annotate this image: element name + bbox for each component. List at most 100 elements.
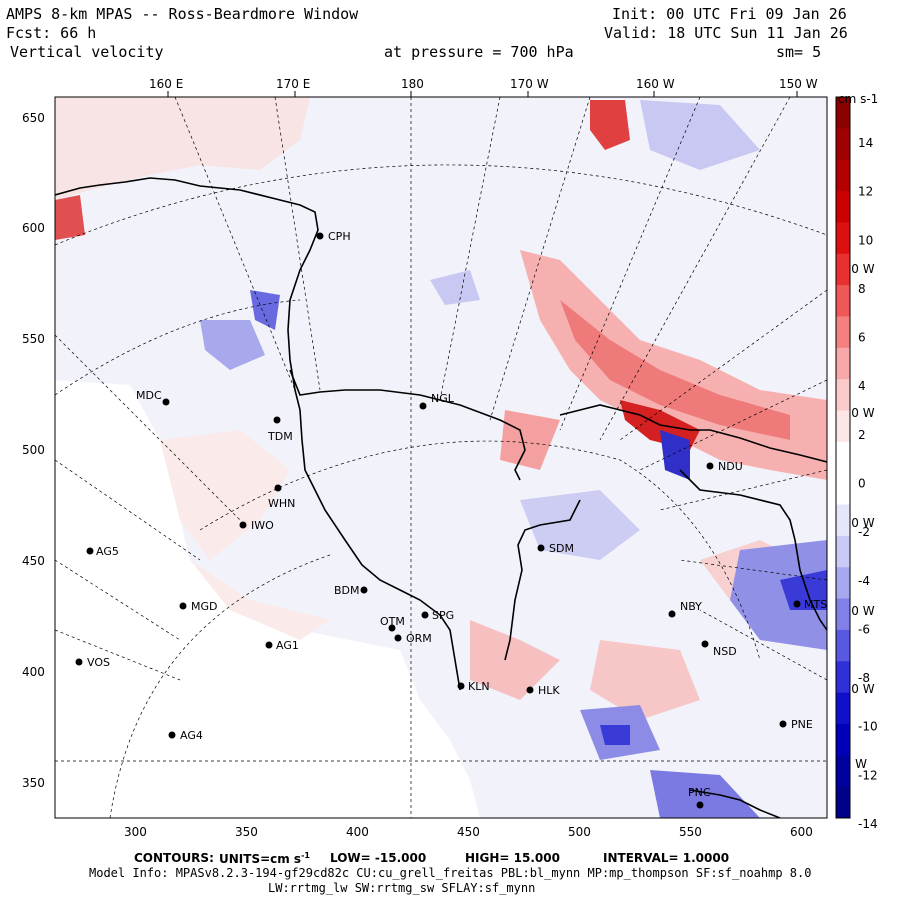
pink-patch	[55, 97, 310, 200]
station-label: HLK	[538, 684, 560, 697]
left-axis-label: 400	[22, 665, 45, 679]
station-label: NGL	[431, 392, 455, 405]
left-axis-label: 500	[22, 443, 45, 457]
smoothing-value: sm= 5	[776, 43, 822, 61]
white-area	[55, 380, 480, 818]
colorbar-units: cm s-1	[838, 92, 878, 106]
colorbar-swatch	[836, 786, 850, 819]
variable-name: Vertical velocity	[10, 43, 164, 61]
colorbar-label: 12	[858, 185, 873, 199]
colorbar-swatch	[836, 441, 850, 474]
station-label: NDU	[718, 460, 743, 473]
colorbar-swatch	[836, 222, 850, 255]
station-label: IWO	[251, 519, 274, 532]
station-dot	[537, 544, 545, 552]
colorbar-label: -6	[858, 622, 870, 636]
colorbar-swatch	[836, 97, 850, 129]
negative-area	[250, 290, 280, 330]
colorbar-label: -2	[858, 525, 870, 539]
station-dot	[274, 484, 282, 492]
colorbar-swatch	[836, 347, 850, 380]
station-label: OTM	[380, 615, 405, 628]
colorbar-label: 2	[858, 428, 866, 442]
station-dot	[696, 801, 704, 809]
positive-core	[560, 300, 790, 440]
negative-max	[780, 570, 827, 610]
top-axis-label: 180	[401, 77, 424, 91]
station-dot	[388, 624, 396, 632]
station-dot	[394, 634, 402, 642]
station-dot	[86, 547, 94, 555]
contours-label: CONTOURS:	[134, 851, 214, 865]
interval-value: INTERVAL= 1.0000	[603, 851, 730, 865]
colorbar-swatch	[836, 723, 850, 756]
station-dot	[701, 640, 709, 648]
station-dot	[421, 611, 429, 619]
left-axis-label: 550	[22, 332, 45, 346]
negative-max	[600, 725, 630, 745]
station-dot	[239, 521, 247, 529]
station-dot	[360, 586, 368, 594]
negative-max	[660, 430, 690, 480]
bottom-axis-label: 350	[235, 825, 258, 839]
init-time: Init: 00 UTC Fri 09 Jan 26	[612, 5, 847, 23]
station-label: PNE	[791, 718, 813, 731]
station-label: VOS	[87, 656, 110, 669]
positive-max	[55, 195, 85, 240]
pressure-level: at pressure = 700 hPa	[384, 43, 574, 61]
colorbar-swatch	[836, 410, 850, 443]
map-frame	[54, 96, 828, 819]
station-dot	[273, 416, 281, 424]
physics-info: LW:rrtmg_lw SW:rrtmg_sw SFLAY:sf_mynn	[268, 881, 536, 895]
bottom-axis-label: 600	[790, 825, 813, 839]
station-dot	[168, 731, 176, 739]
negative-area	[640, 100, 760, 170]
colorbar-swatch	[836, 755, 850, 788]
station-label: TDM	[267, 430, 293, 443]
positive-max	[590, 100, 630, 150]
station-label: AG5	[96, 545, 119, 558]
station-label: CPH	[328, 230, 351, 243]
station-label: MTS	[804, 598, 827, 611]
colorbar-swatch	[836, 253, 850, 286]
station-label: SPG	[432, 609, 454, 622]
station-dot	[706, 462, 714, 470]
station-label: BDM	[334, 584, 360, 597]
colorbar-swatch	[836, 379, 850, 411]
negative-area	[200, 320, 265, 370]
station-dot	[75, 658, 83, 666]
station-label: NSD	[713, 645, 737, 658]
left-axis-label: 450	[22, 554, 45, 568]
station-dot	[419, 402, 427, 410]
station-dot	[779, 720, 787, 728]
positive-band	[470, 620, 560, 700]
top-axis-label: 160 W	[636, 77, 675, 91]
bottom-axis-label: 400	[346, 825, 369, 839]
negative-area	[520, 490, 640, 560]
colorbar-swatch	[836, 692, 850, 725]
top-axis-label: 170 W	[510, 77, 549, 91]
colorbar-swatch	[836, 285, 850, 317]
colorbar-swatch	[836, 504, 850, 537]
pink-patch	[190, 560, 330, 640]
colorbar-label: -10	[858, 720, 878, 734]
station-dot	[457, 682, 465, 690]
colorbar-label: 4	[858, 379, 866, 393]
colorbar-swatch	[836, 128, 850, 161]
colorbar-swatch	[836, 567, 850, 600]
colorbar-swatch	[836, 159, 850, 192]
colorbar-swatch	[836, 629, 850, 662]
left-axis-label: 650	[22, 111, 45, 125]
units-label: UNITS=cm s-1	[219, 851, 310, 866]
colorbar-label: 14	[858, 136, 873, 150]
top-axis-label: 150 W	[779, 77, 818, 91]
station-label: ORM	[406, 632, 432, 645]
colorbar-swatch	[836, 535, 850, 568]
colorbar-label: -12	[858, 768, 878, 782]
positive-band	[590, 640, 700, 720]
colorbar-label: -8	[858, 671, 870, 685]
station-dot	[265, 641, 273, 649]
plot-title: AMPS 8-km MPAS -- Ross-Beardmore Window	[6, 5, 359, 23]
forecast-hour: Fcst: 66 h	[6, 24, 97, 42]
